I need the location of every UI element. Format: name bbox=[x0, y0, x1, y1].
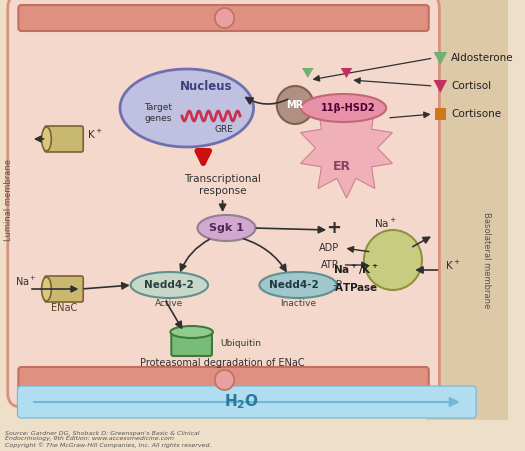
FancyBboxPatch shape bbox=[8, 0, 439, 407]
Text: Cortisol: Cortisol bbox=[451, 81, 491, 91]
FancyBboxPatch shape bbox=[45, 126, 83, 152]
Circle shape bbox=[215, 370, 234, 390]
Text: GRE: GRE bbox=[214, 125, 233, 134]
Ellipse shape bbox=[131, 272, 208, 298]
Text: K$^+$: K$^+$ bbox=[87, 128, 103, 141]
Ellipse shape bbox=[259, 272, 337, 298]
Text: ENaC: ENaC bbox=[51, 303, 77, 313]
Bar bbox=[426, 0, 508, 420]
Text: Nedd4-2: Nedd4-2 bbox=[144, 280, 194, 290]
Polygon shape bbox=[434, 52, 447, 65]
Ellipse shape bbox=[170, 326, 213, 338]
Text: Transcriptional
response: Transcriptional response bbox=[184, 174, 261, 196]
Text: 11β-HSD2: 11β-HSD2 bbox=[321, 103, 376, 113]
Text: Aldosterone: Aldosterone bbox=[451, 53, 513, 63]
Text: Sgk 1: Sgk 1 bbox=[209, 223, 244, 233]
Text: Luminal membrane: Luminal membrane bbox=[4, 159, 13, 241]
Text: Proteasomal degradation of ENaC: Proteasomal degradation of ENaC bbox=[140, 358, 305, 368]
Text: Ubiquitin: Ubiquitin bbox=[220, 339, 261, 348]
Text: Cortisone: Cortisone bbox=[451, 109, 501, 119]
Text: $\mathbf{H_2O}$: $\mathbf{H_2O}$ bbox=[224, 393, 259, 411]
Polygon shape bbox=[300, 98, 393, 198]
Text: ADP: ADP bbox=[319, 243, 339, 253]
Text: Na$^+$: Na$^+$ bbox=[15, 275, 37, 288]
Ellipse shape bbox=[120, 69, 254, 147]
Text: Source: Gardner DG, Shoback D: Greenspan's Basic & Clinical
Endocrinology, 9th E: Source: Gardner DG, Shoback D: Greenspan… bbox=[5, 431, 212, 448]
FancyBboxPatch shape bbox=[18, 5, 429, 31]
Text: Target
genes: Target genes bbox=[144, 103, 172, 123]
Text: Inactive: Inactive bbox=[280, 299, 316, 308]
FancyBboxPatch shape bbox=[171, 330, 212, 356]
Text: +: + bbox=[327, 219, 341, 237]
Text: ATP: ATP bbox=[321, 260, 339, 270]
Ellipse shape bbox=[301, 94, 386, 122]
Ellipse shape bbox=[197, 215, 256, 241]
Text: ER: ER bbox=[332, 160, 351, 172]
Text: Nedd4-2: Nedd4-2 bbox=[269, 280, 319, 290]
Ellipse shape bbox=[41, 127, 51, 151]
Text: Active: Active bbox=[155, 299, 184, 308]
Circle shape bbox=[277, 86, 313, 124]
FancyBboxPatch shape bbox=[18, 367, 429, 393]
FancyBboxPatch shape bbox=[17, 386, 476, 418]
Bar bbox=[435, 108, 446, 120]
Text: K$^+$: K$^+$ bbox=[445, 258, 461, 272]
Text: Na$^+$: Na$^+$ bbox=[374, 216, 397, 230]
Polygon shape bbox=[302, 68, 313, 78]
Circle shape bbox=[364, 230, 422, 290]
Text: Nucleus: Nucleus bbox=[180, 79, 233, 92]
FancyBboxPatch shape bbox=[45, 276, 83, 302]
Polygon shape bbox=[341, 68, 352, 78]
Ellipse shape bbox=[41, 277, 51, 301]
Polygon shape bbox=[434, 80, 447, 93]
Circle shape bbox=[215, 8, 234, 28]
Text: -P: -P bbox=[333, 280, 343, 290]
Text: Basolateral membrane: Basolateral membrane bbox=[482, 212, 491, 308]
Text: MR: MR bbox=[287, 100, 304, 110]
Text: $\mathbf{Na^+/K^+}$
$\mathbf{ATPase}$: $\mathbf{Na^+/K^+}$ $\mathbf{ATPase}$ bbox=[333, 263, 379, 293]
